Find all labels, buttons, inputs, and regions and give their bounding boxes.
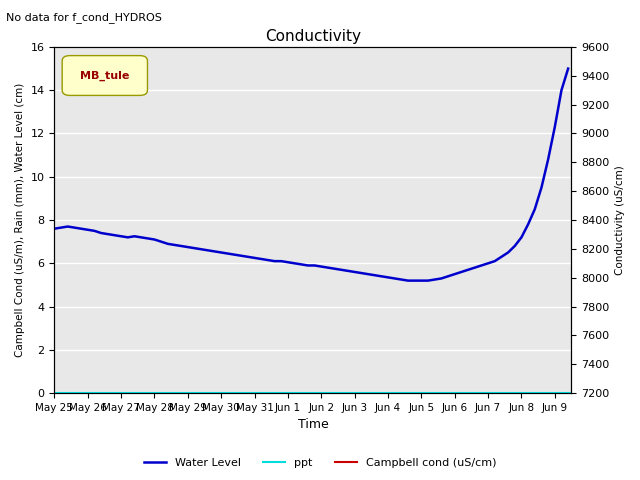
Y-axis label: Campbell Cond (uS/m), Rain (mm), Water Level (cm): Campbell Cond (uS/m), Rain (mm), Water L…: [15, 83, 25, 357]
Title: Conductivity: Conductivity: [265, 29, 361, 44]
Text: MB_tule: MB_tule: [80, 71, 129, 81]
FancyBboxPatch shape: [62, 56, 147, 96]
Legend: Water Level, ppt, Campbell cond (uS/cm): Water Level, ppt, Campbell cond (uS/cm): [140, 453, 500, 472]
Y-axis label: Conductivity (uS/cm): Conductivity (uS/cm): [615, 165, 625, 275]
X-axis label: Time: Time: [298, 419, 328, 432]
Text: No data for f_cond_HYDROS: No data for f_cond_HYDROS: [6, 12, 163, 23]
